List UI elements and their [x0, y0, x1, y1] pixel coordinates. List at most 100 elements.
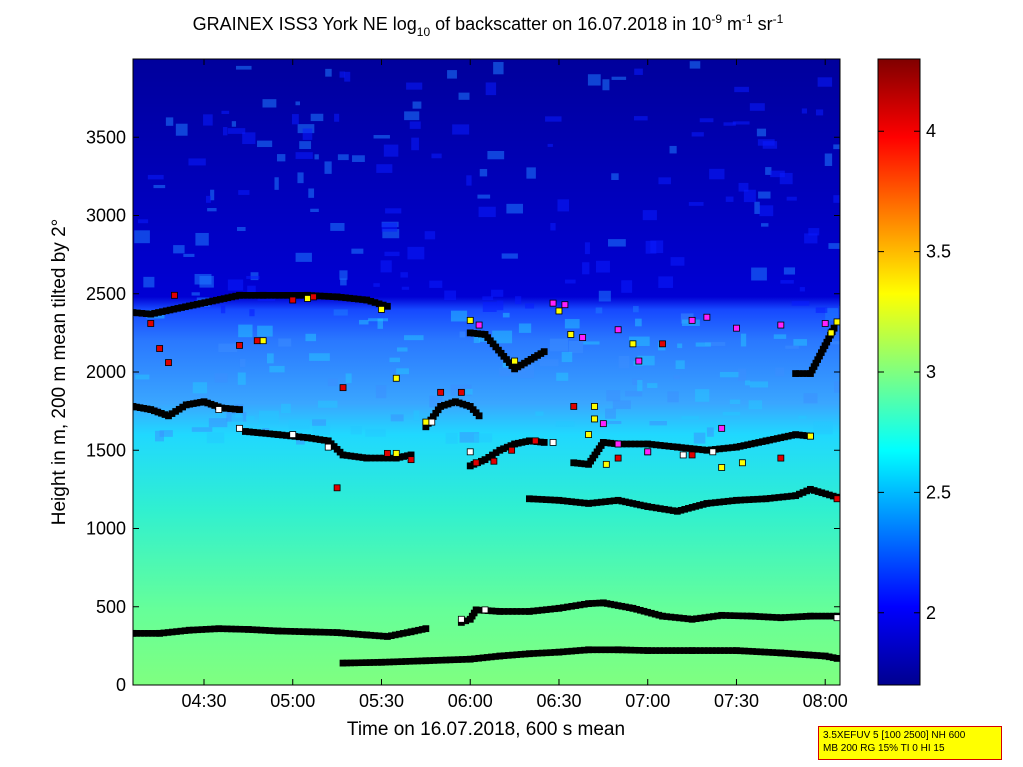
x-tick-label: 07:00: [625, 691, 670, 711]
heatmap-patch: [695, 342, 711, 347]
heatmap-patch: [412, 101, 422, 109]
white-marker: [709, 448, 717, 456]
yellow-marker: [304, 295, 311, 302]
heatmap-patch: [445, 432, 458, 444]
black-marker: [422, 625, 430, 633]
heatmap-patch: [783, 267, 796, 275]
heatmap-patch: [384, 251, 400, 257]
heatmap-patch: [749, 381, 769, 388]
heatmap-patch: [817, 77, 833, 87]
heatmap-patch: [637, 379, 643, 392]
heatmap-patch: [502, 312, 510, 318]
heatmap-patch: [833, 144, 840, 150]
heatmap-patch: [214, 373, 228, 383]
heatmap-patch: [595, 260, 610, 273]
heatmap-patch: [473, 332, 480, 344]
heatmap-patch: [258, 410, 279, 424]
white-marker: [833, 614, 840, 622]
info-line-1: 3.5XEFUV 5 [100 2500] NH 600: [823, 730, 966, 741]
heatmap-patch: [658, 276, 674, 288]
heatmap-patch: [669, 145, 677, 154]
heatmap-patch: [642, 210, 657, 221]
yellow-marker: [466, 316, 474, 324]
heatmap-patch: [625, 390, 643, 397]
heatmap-patch: [155, 430, 164, 442]
heatmap-patch: [134, 230, 150, 244]
red-marker: [777, 454, 785, 462]
yellow-marker: [511, 357, 519, 365]
magenta-marker: [718, 424, 726, 432]
heatmap-patch: [227, 279, 244, 291]
heatmap-patch: [587, 74, 601, 86]
heatmap-patch: [339, 270, 348, 280]
heatmap-patch: [262, 99, 277, 108]
heatmap-patch: [758, 191, 771, 199]
heatmap-patch: [246, 275, 260, 279]
heatmap-patch: [383, 144, 399, 157]
heatmap-patch: [564, 279, 576, 284]
heatmap-patch: [499, 367, 515, 377]
heatmap-patch: [633, 116, 648, 121]
white-marker: [236, 424, 243, 432]
heatmap-patch: [302, 128, 313, 140]
heatmap-patch: [561, 351, 573, 363]
white-marker: [215, 406, 223, 413]
heatmap-patch: [288, 419, 310, 430]
x-tick-label: 08:00: [803, 691, 848, 711]
heatmap-patch: [743, 189, 756, 203]
heatmap-patch: [793, 339, 807, 346]
heatmap-patch: [278, 338, 292, 347]
heatmap-patch: [396, 368, 409, 375]
heatmap-patch: [611, 76, 627, 80]
heatmap-patch: [482, 296, 494, 301]
heatmap-patch: [206, 432, 225, 444]
yellow-marker: [378, 305, 385, 313]
heatmap-patch: [385, 208, 402, 214]
yellow-marker: [392, 449, 400, 457]
heatmap-patch: [447, 70, 457, 79]
red-marker: [659, 340, 666, 348]
chart-title: GRAINEX ISS3 York NE log10 of backscatte…: [193, 12, 784, 39]
heatmap-patch: [382, 229, 400, 239]
red-marker: [147, 320, 155, 327]
x-tick-label: 05:30: [359, 691, 404, 711]
heatmap-patch: [645, 240, 657, 254]
magenta-marker: [475, 321, 483, 329]
magenta-marker: [733, 324, 740, 332]
x-tick-label: 07:30: [714, 691, 759, 711]
heatmap-patch: [493, 62, 504, 75]
heatmap-patch: [359, 319, 369, 325]
heatmap-patch: [815, 109, 824, 116]
heatmap-patch: [191, 427, 213, 432]
yellow-marker: [629, 340, 637, 348]
heatmap-patch: [618, 355, 630, 369]
heatmap-patch: [734, 86, 749, 93]
heatmap-patch: [629, 336, 650, 346]
yellow-marker: [259, 337, 267, 345]
heatmap-patch: [192, 382, 208, 394]
heatmap-patch: [239, 358, 246, 368]
heatmap-patch: [775, 367, 785, 377]
heatmap-patch: [466, 175, 472, 186]
heatmap-patch: [188, 158, 206, 166]
heatmap-patch: [799, 287, 805, 292]
heatmap-patch: [677, 343, 683, 349]
heatmap-patch: [608, 239, 626, 247]
heatmap-patch: [647, 383, 658, 388]
yellow-marker: [422, 418, 430, 426]
heatmap-patch: [143, 276, 155, 288]
heatmap-patch: [339, 71, 345, 78]
heatmap-patch: [377, 318, 383, 329]
y-axis: 0 500 1000 1500 2000 2500 3000 3500: [86, 127, 840, 695]
heatmap-patch: [492, 330, 513, 344]
heatmap-patch: [235, 65, 252, 70]
y-axis-label: Height in m, 200 m mean tilted by 2°: [49, 219, 70, 525]
heatmap-patch: [210, 189, 215, 201]
heatmap-patch: [635, 318, 642, 327]
magenta-marker: [579, 334, 587, 341]
heatmap-patch: [634, 68, 643, 75]
x-axis: 04:30 05:00 05:30 06:00 06:30 07:00 07:30 08:00: [181, 59, 848, 711]
heatmap-patch: [550, 222, 556, 231]
heatmap-patch: [556, 372, 569, 381]
